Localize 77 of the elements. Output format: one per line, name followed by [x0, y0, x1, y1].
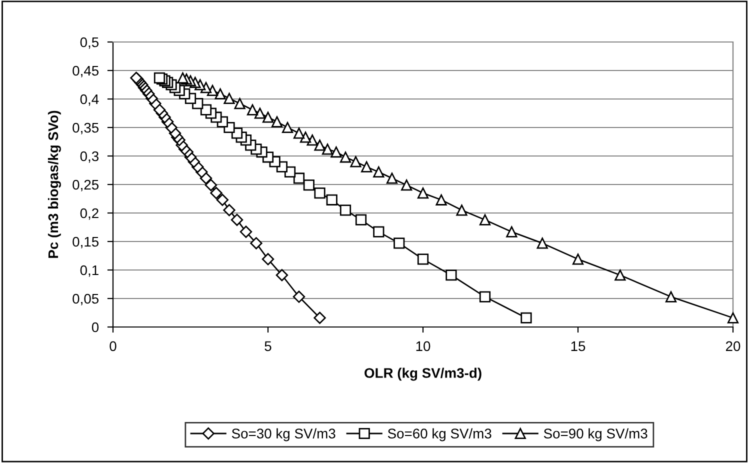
x-tick-label: 0 — [110, 341, 116, 352]
point — [373, 166, 384, 178]
point — [355, 214, 367, 226]
point — [373, 226, 384, 238]
point — [254, 108, 266, 119]
point — [224, 92, 235, 104]
y-tick-label: 0,05 — [72, 294, 99, 306]
point — [282, 122, 294, 134]
point — [665, 291, 677, 302]
point — [200, 172, 212, 184]
point — [223, 204, 236, 216]
point — [271, 116, 283, 128]
point — [154, 72, 166, 84]
legend-label: So=30 kg SV/m3 — [232, 428, 336, 442]
y-tick-label: 0,4 — [80, 94, 99, 106]
y-tick-label: 0,35 — [72, 122, 99, 134]
x-tick-label: 20 — [726, 341, 740, 352]
y-tick-label: 0,25 — [72, 180, 99, 192]
point — [572, 254, 584, 265]
y-tick-label: 0,45 — [72, 66, 99, 78]
x-tick-label: 10 — [416, 341, 430, 352]
point — [314, 140, 326, 151]
point — [204, 178, 218, 192]
point — [262, 112, 274, 123]
point — [350, 156, 362, 168]
point — [314, 187, 326, 199]
point — [614, 270, 626, 281]
point — [262, 253, 274, 266]
point — [250, 237, 262, 250]
point — [536, 238, 548, 249]
point — [520, 312, 532, 324]
point — [340, 152, 352, 163]
point — [216, 194, 229, 206]
point — [436, 194, 447, 206]
point — [361, 161, 372, 172]
point — [314, 312, 326, 324]
point — [234, 98, 246, 110]
point — [322, 144, 334, 155]
point — [417, 254, 429, 265]
x-axis-title: OLR (kg SV/m3-d) — [364, 368, 482, 381]
y-tick-label: 0,15 — [72, 236, 99, 248]
point — [200, 104, 212, 116]
point — [292, 290, 306, 303]
y-tick-label: 0,1 — [80, 265, 98, 277]
point — [479, 214, 491, 226]
x-tick-label: 5 — [264, 341, 272, 352]
point — [506, 226, 518, 238]
point — [394, 238, 405, 249]
y-tick-label: 0,5 — [80, 37, 99, 49]
point — [386, 172, 398, 184]
point — [330, 146, 342, 158]
point — [230, 214, 244, 226]
point — [210, 186, 222, 200]
point — [340, 204, 352, 216]
point — [177, 72, 188, 84]
point — [727, 312, 739, 324]
point — [276, 269, 288, 282]
point — [246, 104, 258, 116]
point — [417, 187, 429, 199]
point — [293, 172, 305, 184]
legend-label: So=90 kg SV/m3 — [544, 428, 648, 442]
x-tick-label: 15 — [571, 341, 586, 352]
point — [214, 88, 226, 100]
y-tick-label: 0,3 — [80, 151, 98, 163]
point — [303, 180, 314, 191]
point — [401, 180, 412, 191]
point — [479, 291, 491, 302]
legend-label: So=60 kg SV/m3 — [388, 428, 492, 442]
y-axis-title: Pc (m3 biogas/kg SVo) — [48, 110, 61, 258]
point — [446, 270, 457, 281]
point — [456, 204, 468, 216]
point — [240, 226, 252, 238]
y-tick-label: 0 — [92, 322, 99, 332]
y-tick-label: 0,2 — [80, 208, 98, 220]
point — [293, 128, 305, 139]
point — [306, 134, 318, 146]
point — [326, 194, 338, 206]
